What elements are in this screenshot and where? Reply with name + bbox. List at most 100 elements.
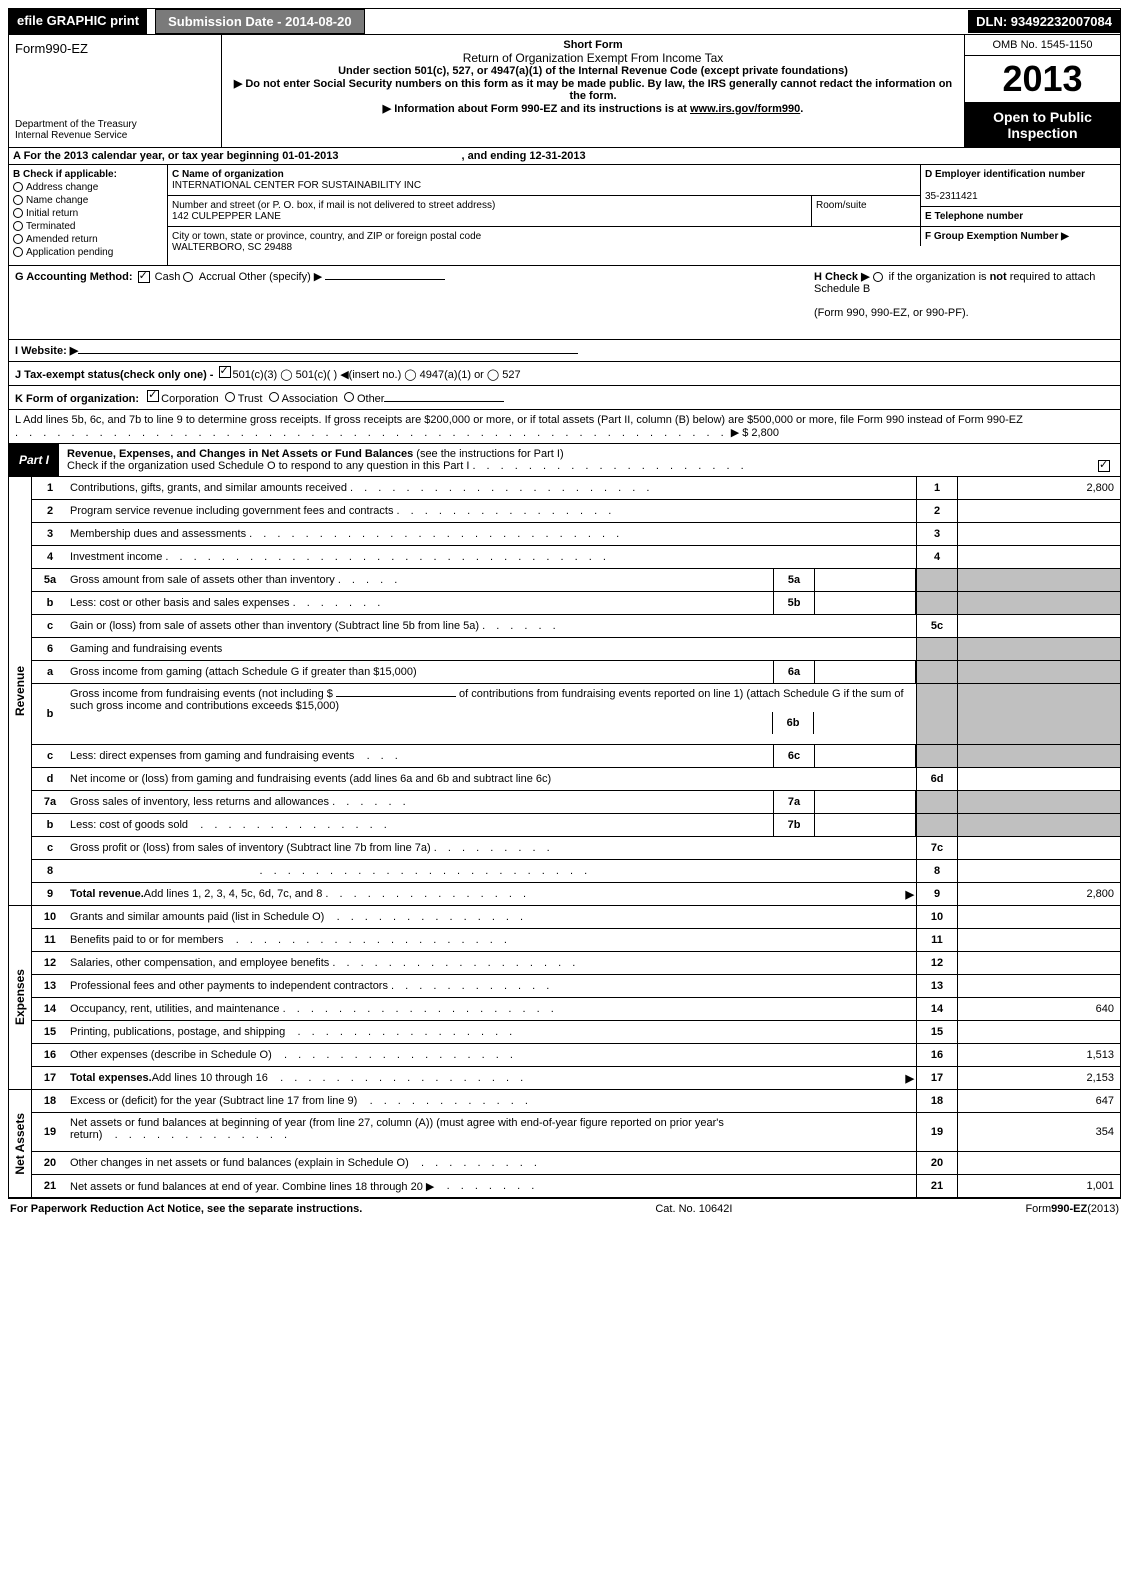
line-1: 1 Contributions, gifts, grants, and simi… <box>31 477 1121 500</box>
part-i-label: Part I <box>9 444 59 476</box>
line-5a: 5a Gross amount from sale of assets othe… <box>31 569 1121 592</box>
line-18: 18 Excess or (deficit) for the year (Sub… <box>31 1090 1121 1113</box>
submission-date: Submission Date - 2014-08-20 <box>155 9 365 34</box>
line-21-value: 1,001 <box>958 1175 1120 1197</box>
irs-link[interactable]: www.irs.gov/form990 <box>690 103 800 115</box>
section-h: H Check ▶ if the organization is not req… <box>814 270 1114 319</box>
form-header: Form990-EZ Department of the Treasury In… <box>8 35 1121 148</box>
sched-b-checkbox[interactable] <box>873 272 883 282</box>
group-exemption: F Group Exemption Number ▶ <box>920 227 1120 246</box>
line-2: 2 Program service revenue including gove… <box>31 500 1121 523</box>
check-amended[interactable]: Amended return <box>13 234 163 245</box>
line-11: 11 Benefits paid to or for members . . .… <box>31 929 1121 952</box>
line-14: 14 Occupancy, rent, utilities, and maint… <box>31 998 1121 1021</box>
line-12: 12 Salaries, other compensation, and emp… <box>31 952 1121 975</box>
line-6a: a Gross income from gaming (attach Sched… <box>31 661 1121 684</box>
omb-number: OMB No. 1545-1150 <box>965 35 1120 56</box>
revenue-block: Revenue 1 Contributions, gifts, grants, … <box>8 477 1121 906</box>
ein-block: D Employer identification number 35-2311… <box>920 165 1120 207</box>
section-b-checkboxes: B Check if applicable: Address change Na… <box>9 165 168 265</box>
form-note-ssn: ▶ Do not enter Social Security numbers o… <box>230 77 956 102</box>
line-7c: c Gross profit or (loss) from sales of i… <box>31 837 1121 860</box>
section-d-ids: D Employer identification number 35-2311… <box>920 165 1120 265</box>
line-21: 21 Net assets or fund balances at end of… <box>31 1175 1121 1198</box>
section-a-tax-year: A For the 2013 calendar year, or tax yea… <box>8 148 1121 165</box>
assoc-checkbox[interactable] <box>269 392 279 402</box>
top-bar: efile GRAPHIC print Submission Date - 20… <box>8 8 1121 35</box>
short-form-label: Short Form <box>230 39 956 51</box>
total-revenue: 2,800 <box>958 883 1120 905</box>
other-method-input[interactable] <box>325 279 445 280</box>
line-16: 16 Other expenses (describe in Schedule … <box>31 1044 1121 1067</box>
row-k-org-form: K Form of organization: Corporation Trus… <box>8 386 1121 410</box>
dept-treasury: Department of the Treasury Internal Reve… <box>15 119 215 141</box>
tax-year: 2013 <box>965 56 1120 103</box>
section-c-org: C Name of organization INTERNATIONAL CEN… <box>168 165 920 265</box>
line-19: 19 Net assets or fund balances at beginn… <box>31 1113 1121 1152</box>
page-footer: For Paperwork Reduction Act Notice, see … <box>8 1198 1121 1219</box>
efile-print-label: efile GRAPHIC print <box>9 9 147 34</box>
catalog-number: Cat. No. 10642I <box>655 1203 732 1215</box>
paperwork-notice: For Paperwork Reduction Act Notice, see … <box>10 1203 362 1215</box>
net-assets-vertical-label: Net Assets <box>8 1090 31 1198</box>
expenses-block: Expenses 10 Grants and similar amounts p… <box>8 906 1121 1090</box>
line-6b: b Gross income from fundraising events (… <box>31 684 1121 745</box>
form-name: Form990-EZ <box>15 41 215 56</box>
dln-number: DLN: 93492232007084 <box>968 10 1120 33</box>
header-left: Form990-EZ Department of the Treasury In… <box>9 35 222 147</box>
line-18-value: 647 <box>958 1090 1120 1112</box>
total-expenses: 2,153 <box>958 1067 1120 1089</box>
org-info-grid: B Check if applicable: Address change Na… <box>8 165 1121 266</box>
line-15: 15 Printing, publications, postage, and … <box>31 1021 1121 1044</box>
line-17: 17 Total expenses. Add lines 10 through … <box>31 1067 1121 1090</box>
row-g-accounting: G Accounting Method: Cash Accrual Other … <box>8 266 1121 340</box>
501c3-checkbox[interactable] <box>219 366 231 378</box>
org-name: INTERNATIONAL CENTER FOR SUSTAINABILITY … <box>172 180 421 191</box>
phone-block: E Telephone number <box>920 207 1120 227</box>
fundraising-amount-input[interactable] <box>336 696 456 697</box>
check-name-change[interactable]: Name change <box>13 195 163 206</box>
row-i-website: I Website: ▶ <box>8 340 1121 362</box>
form-subtitle: Under section 501(c), 527, or 4947(a)(1)… <box>230 65 956 77</box>
line-4: 4 Investment income . . . . . . . . . . … <box>31 546 1121 569</box>
line-13: 13 Professional fees and other payments … <box>31 975 1121 998</box>
net-assets-block: Net Assets 18 Excess or (deficit) for th… <box>8 1090 1121 1198</box>
top-bar-left: efile GRAPHIC print Submission Date - 20… <box>9 9 365 34</box>
part-i-title: Revenue, Expenses, and Changes in Net As… <box>59 444 1120 476</box>
public-inspection: Open to Public Inspection <box>965 103 1120 147</box>
line-19-value: 354 <box>958 1113 1120 1151</box>
part-i-header: Part I Revenue, Expenses, and Changes in… <box>8 444 1121 477</box>
line-9: 9 Total revenue. Add lines 1, 2, 3, 4, 5… <box>31 883 1121 906</box>
line-8: 8 . . . . . . . . . . . . . . . . . . . … <box>31 860 1121 883</box>
line-3: 3 Membership dues and assessments . . . … <box>31 523 1121 546</box>
sched-o-check[interactable] <box>1098 460 1110 472</box>
line-1-value: 2,800 <box>958 477 1120 499</box>
form-title: Return of Organization Exempt From Incom… <box>230 51 956 65</box>
line-10: 10 Grants and similar amounts paid (list… <box>31 906 1121 929</box>
header-center: Short Form Return of Organization Exempt… <box>222 35 964 147</box>
line-14-value: 640 <box>958 998 1120 1020</box>
header-right: OMB No. 1545-1150 2013 Open to Public In… <box>964 35 1120 147</box>
row-j-tax-status: J Tax-exempt status(check only one) - 50… <box>8 362 1121 386</box>
line-7b: b Less: cost of goods sold . . . . . . .… <box>31 814 1121 837</box>
org-name-block: C Name of organization INTERNATIONAL CEN… <box>168 165 920 196</box>
line-7a: 7a Gross sales of inventory, less return… <box>31 791 1121 814</box>
check-initial-return[interactable]: Initial return <box>13 208 163 219</box>
line-6d: d Net income or (loss) from gaming and f… <box>31 768 1121 791</box>
accrual-checkbox[interactable] <box>183 272 193 282</box>
line-5c: c Gain or (loss) from sale of assets oth… <box>31 615 1121 638</box>
line-5b: b Less: cost or other basis and sales ex… <box>31 592 1121 615</box>
check-terminated[interactable]: Terminated <box>13 221 163 232</box>
corp-checkbox[interactable] <box>147 390 159 402</box>
check-address-change[interactable]: Address change <box>13 182 163 193</box>
other-org-checkbox[interactable] <box>344 392 354 402</box>
website-input[interactable] <box>78 353 578 354</box>
trust-checkbox[interactable] <box>225 392 235 402</box>
cash-checkbox[interactable] <box>138 271 150 283</box>
line-6c: c Less: direct expenses from gaming and … <box>31 745 1121 768</box>
expenses-vertical-label: Expenses <box>8 906 31 1090</box>
line-6: 6 Gaming and fundraising events <box>31 638 1121 661</box>
org-street: Number and street (or P. O. box, if mail… <box>168 196 812 226</box>
check-pending[interactable]: Application pending <box>13 247 163 258</box>
form-version: Form990-EZ(2013) <box>1025 1203 1119 1215</box>
